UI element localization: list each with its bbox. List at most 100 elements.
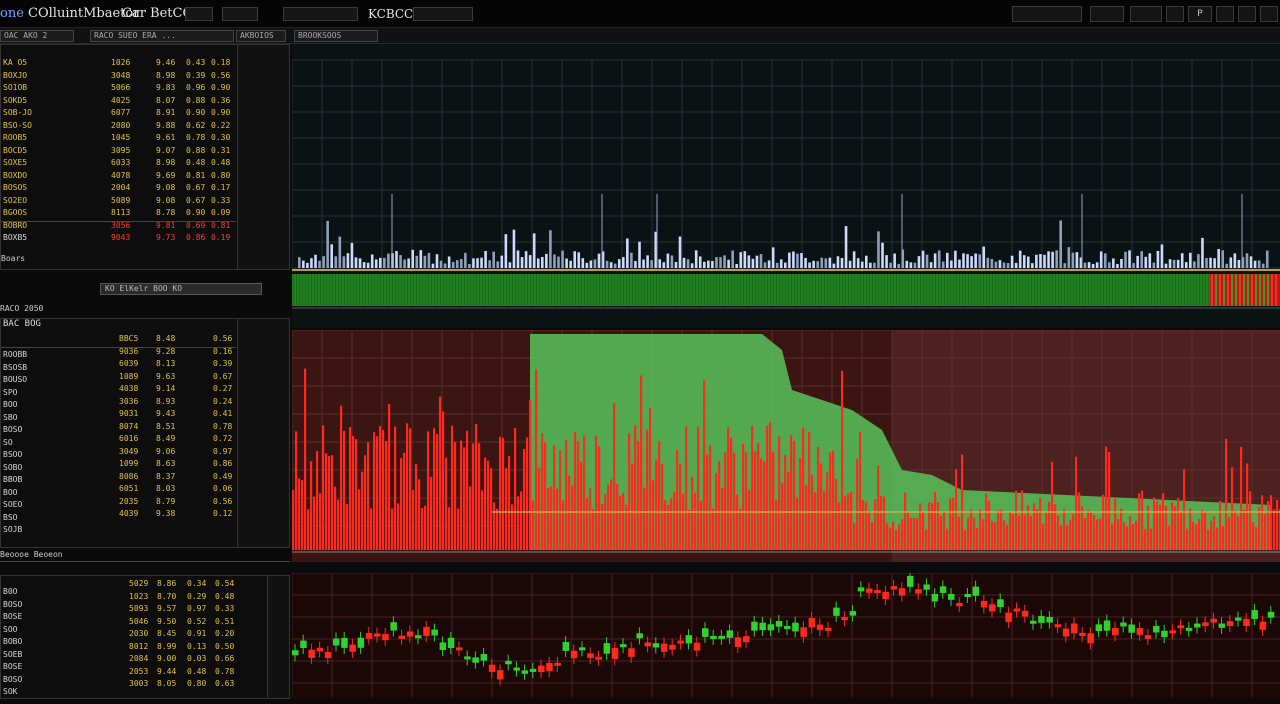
histogram-bar	[1207, 529, 1210, 550]
toolbar-field[interactable]	[222, 7, 258, 21]
volume-bar	[873, 262, 876, 268]
table-cell: SOXE5	[3, 158, 28, 167]
histogram-bar	[1201, 509, 1204, 550]
histogram-bar	[1270, 495, 1273, 550]
toolbar-field[interactable]	[283, 7, 358, 21]
histogram-bar	[967, 517, 970, 550]
volume-bar	[986, 257, 990, 268]
histogram-bar	[298, 478, 301, 550]
histogram-bar	[517, 496, 520, 550]
histogram-bar	[562, 500, 565, 550]
volume-bar	[358, 258, 362, 268]
volume-bar	[998, 260, 1002, 268]
toolbar-button[interactable]	[1260, 6, 1278, 22]
histogram-bar	[1171, 502, 1174, 550]
histogram-bar	[892, 521, 895, 550]
toolbar-button[interactable]	[1130, 6, 1162, 22]
candle-body	[792, 622, 799, 632]
volume-bar	[836, 256, 840, 268]
volume-bar	[731, 250, 734, 268]
histogram-bar	[676, 450, 679, 550]
candle-body	[825, 627, 832, 631]
panel-footer: Beoooe Beoeon	[0, 550, 290, 562]
tab[interactable]: AKBOIOS	[236, 30, 286, 42]
histogram-bar	[943, 512, 946, 550]
histogram-bar	[1003, 520, 1006, 550]
table-cell: 0.56	[213, 496, 233, 506]
histogram-bar	[388, 404, 391, 550]
toolbar-button[interactable]	[1012, 6, 1082, 22]
histogram-bar	[652, 480, 655, 550]
toolbar-button[interactable]	[1166, 6, 1184, 22]
volume-bar	[1059, 220, 1062, 268]
histogram-bar	[568, 475, 571, 550]
histogram-bar	[700, 500, 703, 550]
table-cell: 0.29	[187, 591, 207, 601]
candle-body	[1038, 615, 1045, 623]
candle-body	[1243, 618, 1250, 627]
table-cell: 0.86	[213, 459, 233, 468]
histogram-bar	[1192, 521, 1195, 550]
table-cell: SOKD5	[3, 95, 28, 105]
histogram-chart[interactable]	[292, 330, 1280, 562]
table-cell: 9.57	[157, 604, 177, 613]
symbol-field[interactable]: KCBCC	[368, 7, 414, 21]
table-cell: 9.46	[156, 58, 176, 67]
volume-bar	[889, 262, 892, 268]
histogram-bar	[1027, 505, 1030, 550]
tab[interactable]: OAC AKO 2	[0, 30, 74, 42]
table-cell: 8.78	[156, 208, 176, 217]
volume-bar	[1022, 255, 1026, 268]
symbol-dropdown[interactable]	[413, 7, 473, 21]
tab[interactable]: RACO SUEO ERA ...	[90, 30, 234, 42]
volume-bar	[1116, 263, 1119, 268]
candle-body	[677, 640, 684, 644]
volume-chart[interactable]	[292, 44, 1280, 328]
table-cell: 0.22	[211, 120, 231, 130]
tab[interactable]: BROOKSOOS	[294, 30, 378, 42]
search-field[interactable]: KO ElKelr BOO KO	[100, 283, 262, 295]
volume-bar	[1152, 262, 1156, 268]
table-cell: 6051	[119, 484, 139, 493]
candlestick-chart[interactable]	[292, 573, 1280, 699]
histogram-bar	[901, 519, 904, 550]
volume-bar	[1039, 254, 1042, 268]
volume-bar	[654, 231, 657, 268]
toolbar-button[interactable]	[1216, 6, 1234, 22]
histogram-bar	[415, 464, 418, 550]
volume-bar	[962, 253, 965, 268]
candlestick-chart-svg	[292, 573, 1280, 697]
volume-bar	[909, 262, 913, 268]
toolbar-button[interactable]: P	[1188, 6, 1212, 22]
volume-bar	[735, 263, 738, 268]
histogram-bar	[1174, 506, 1177, 550]
histogram-bar	[940, 516, 943, 550]
candle-body	[1128, 624, 1135, 633]
volume-bar	[528, 255, 532, 268]
volume-bar	[893, 253, 896, 268]
histogram-bar	[1063, 509, 1066, 550]
table-cell: 8.99	[157, 641, 177, 651]
candle-body	[644, 642, 652, 647]
table-cell: 0.81	[186, 170, 206, 180]
toolbar-field[interactable]	[185, 7, 213, 21]
candle-body	[816, 624, 824, 631]
table-cell: 0.48	[186, 158, 206, 167]
volume-bar	[476, 258, 479, 268]
volume-bar	[796, 253, 799, 268]
table-cell: SBO	[3, 412, 18, 422]
table-cell: 0.86	[186, 233, 206, 242]
candle-body	[857, 587, 865, 592]
table-cell: BOUSO	[3, 375, 28, 384]
table-cell: SO2EO	[3, 195, 28, 205]
table-cell: 8.63	[156, 459, 176, 468]
histogram-bar	[1243, 509, 1246, 550]
histogram-bar	[457, 508, 460, 550]
histogram-bar	[718, 460, 721, 550]
candle-body	[529, 668, 537, 672]
toolbar-button[interactable]	[1090, 6, 1124, 22]
volume-bar	[816, 261, 819, 268]
toolbar-button[interactable]	[1238, 6, 1256, 22]
histogram-bar	[727, 427, 730, 550]
histogram-bar	[508, 456, 511, 550]
